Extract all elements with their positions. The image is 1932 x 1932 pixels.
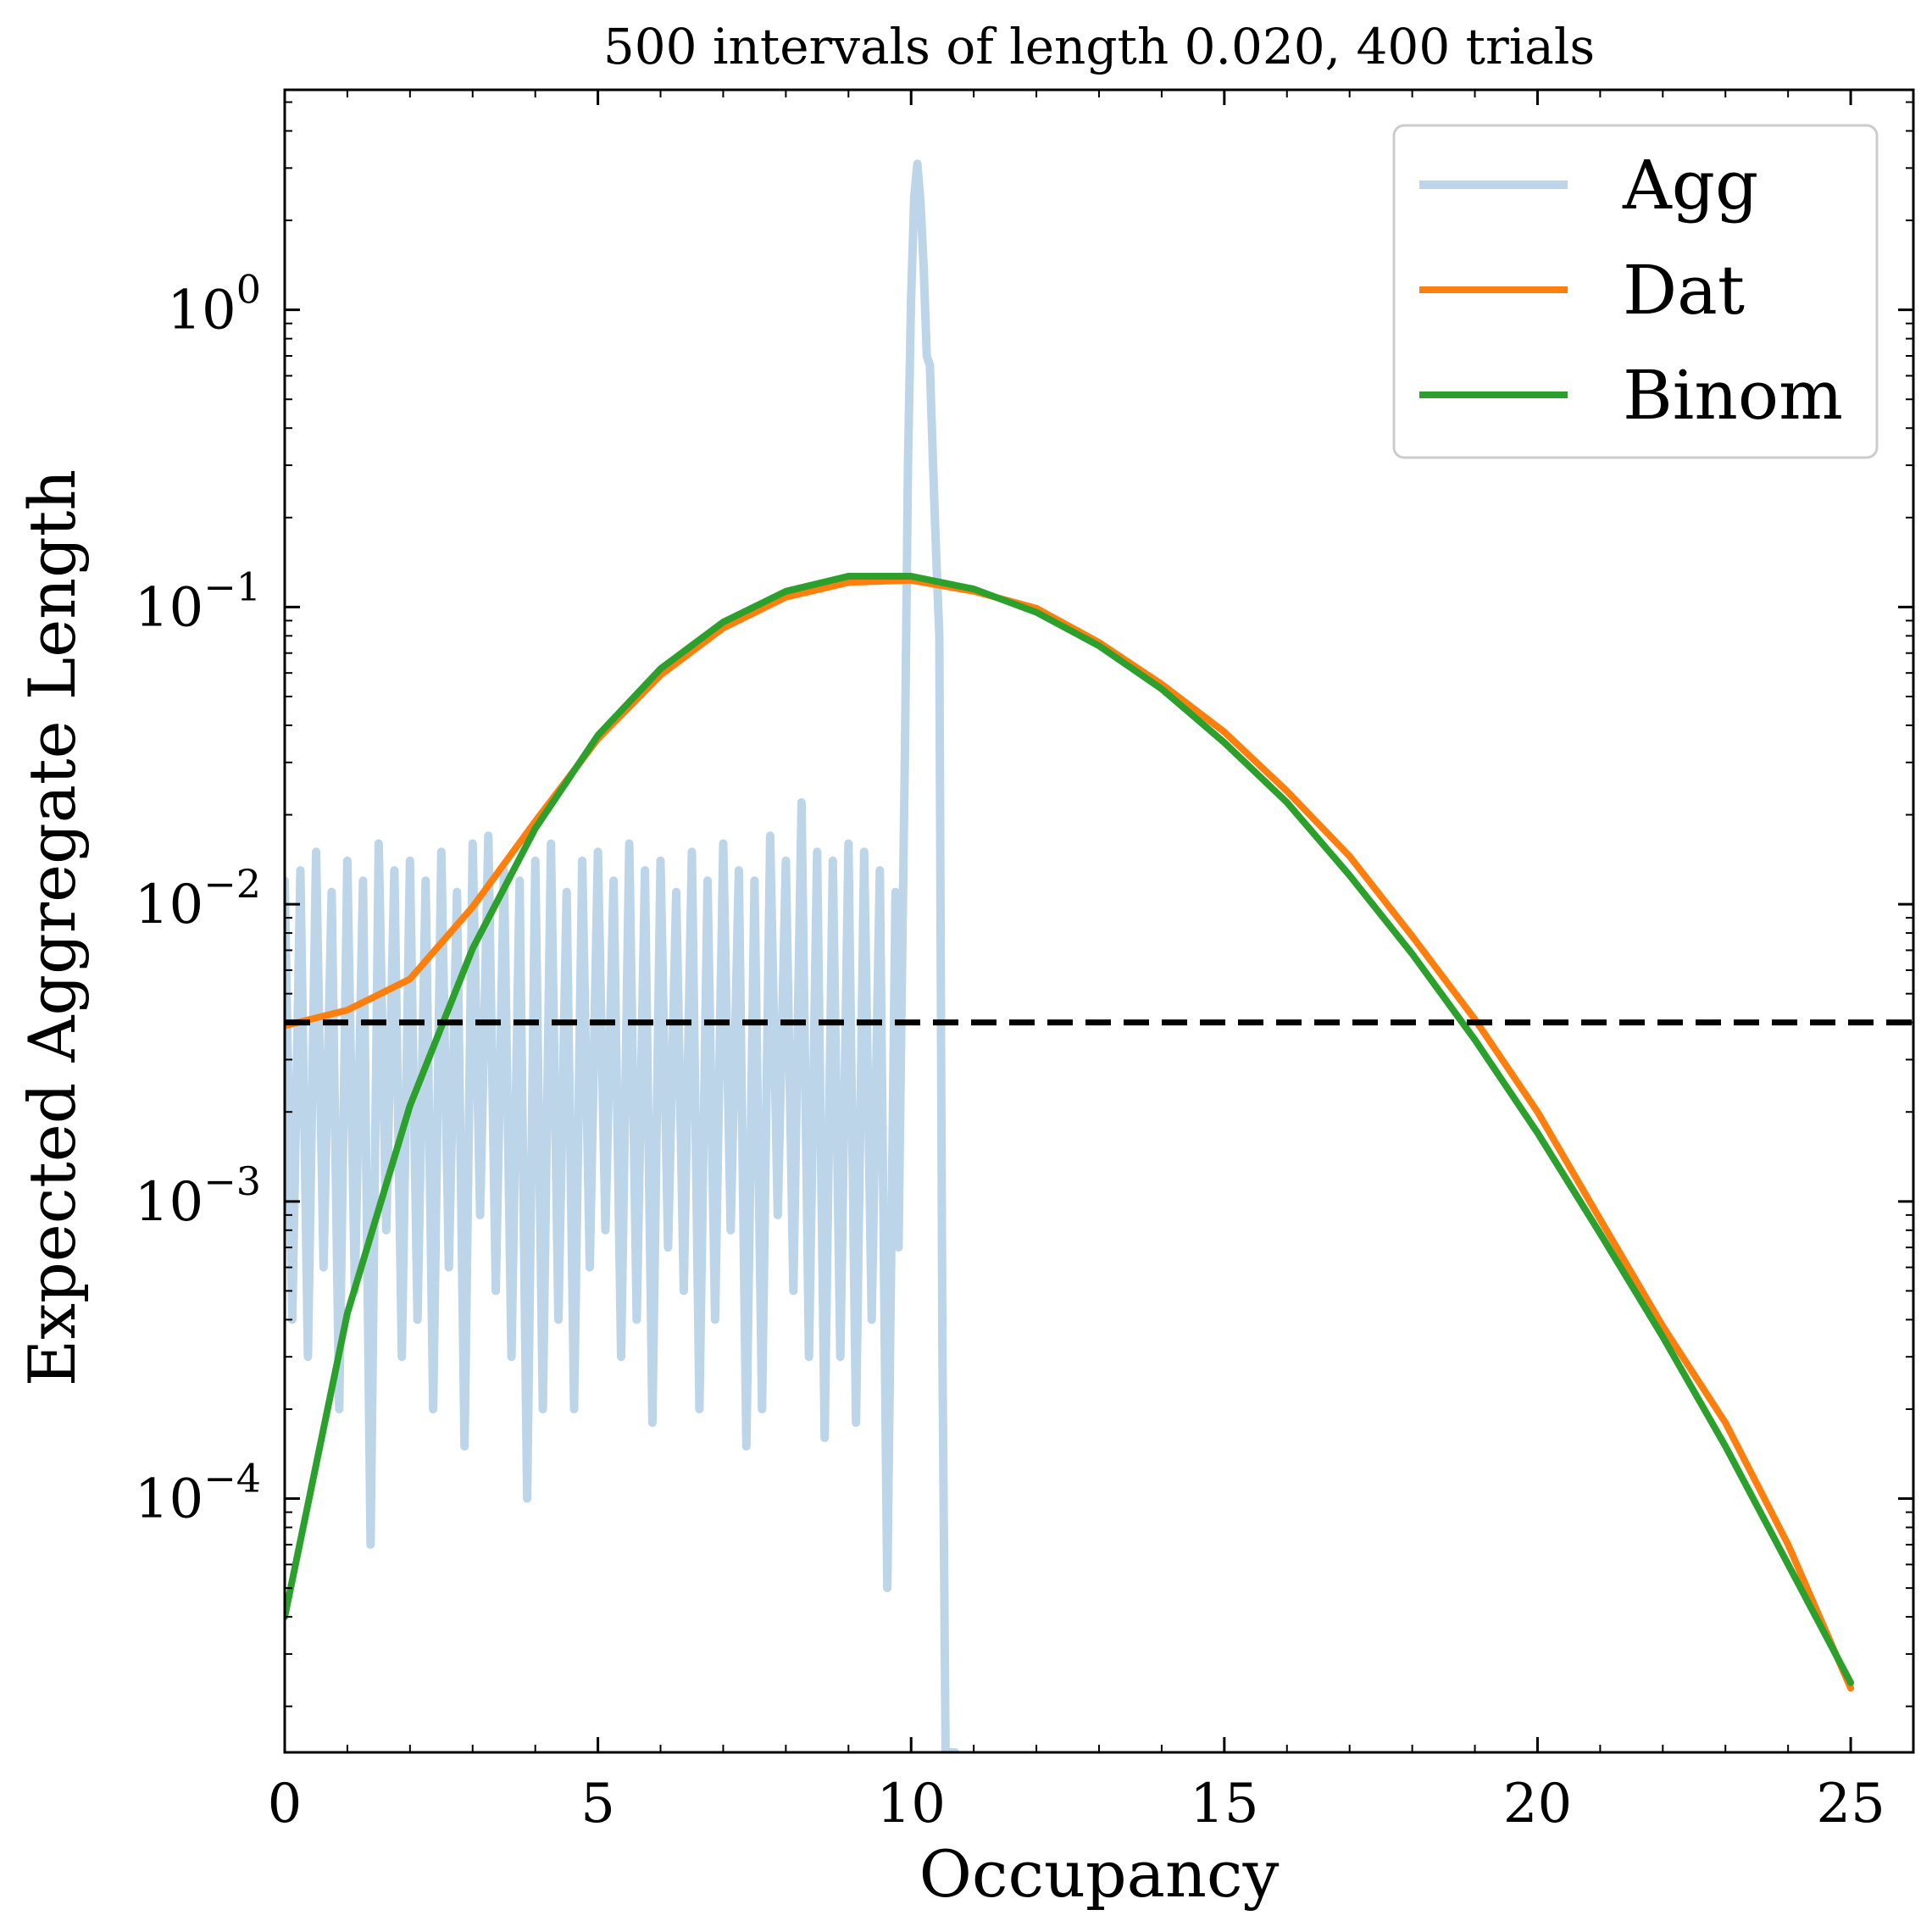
y-tick-label: 10−1 (135, 564, 261, 639)
legend-label-dat: Dat (1623, 251, 1745, 330)
y-axis-label: Expected Aggregate Length (14, 469, 90, 1387)
y-tick-label: 10−3 (135, 1158, 261, 1234)
data-series-group (285, 159, 1913, 1752)
y-tick-label: 100 (167, 267, 261, 342)
legend-label-binom: Binom (1623, 356, 1843, 435)
y-tick-label: 10−4 (135, 1456, 261, 1531)
x-tick-label: 0 (268, 1773, 303, 1835)
x-tick-label: 5 (580, 1773, 615, 1835)
x-tick-label: 20 (1503, 1773, 1572, 1835)
x-tick-label: 15 (1190, 1773, 1258, 1835)
x-axis-label: Occupancy (919, 1836, 1280, 1912)
y-tick-label: 10−2 (135, 861, 261, 936)
chart-title: 500 intervals of length 0.020, 400 trial… (603, 18, 1595, 75)
x-tick-label: 10 (877, 1773, 946, 1835)
plot-area (283, 88, 1915, 1754)
series-line-agg (285, 159, 959, 1752)
legend-label-agg: Agg (1622, 146, 1758, 225)
legend-box (1392, 124, 1879, 459)
series-line-binom (285, 573, 1855, 1686)
axis-ticks: 0 5 10 15 20 25 10−4 10−3 10−2 10−1 100 (135, 90, 1914, 1835)
x-tick-label: 25 (1816, 1773, 1885, 1835)
legend: Agg Dat Binom (1392, 124, 1879, 459)
